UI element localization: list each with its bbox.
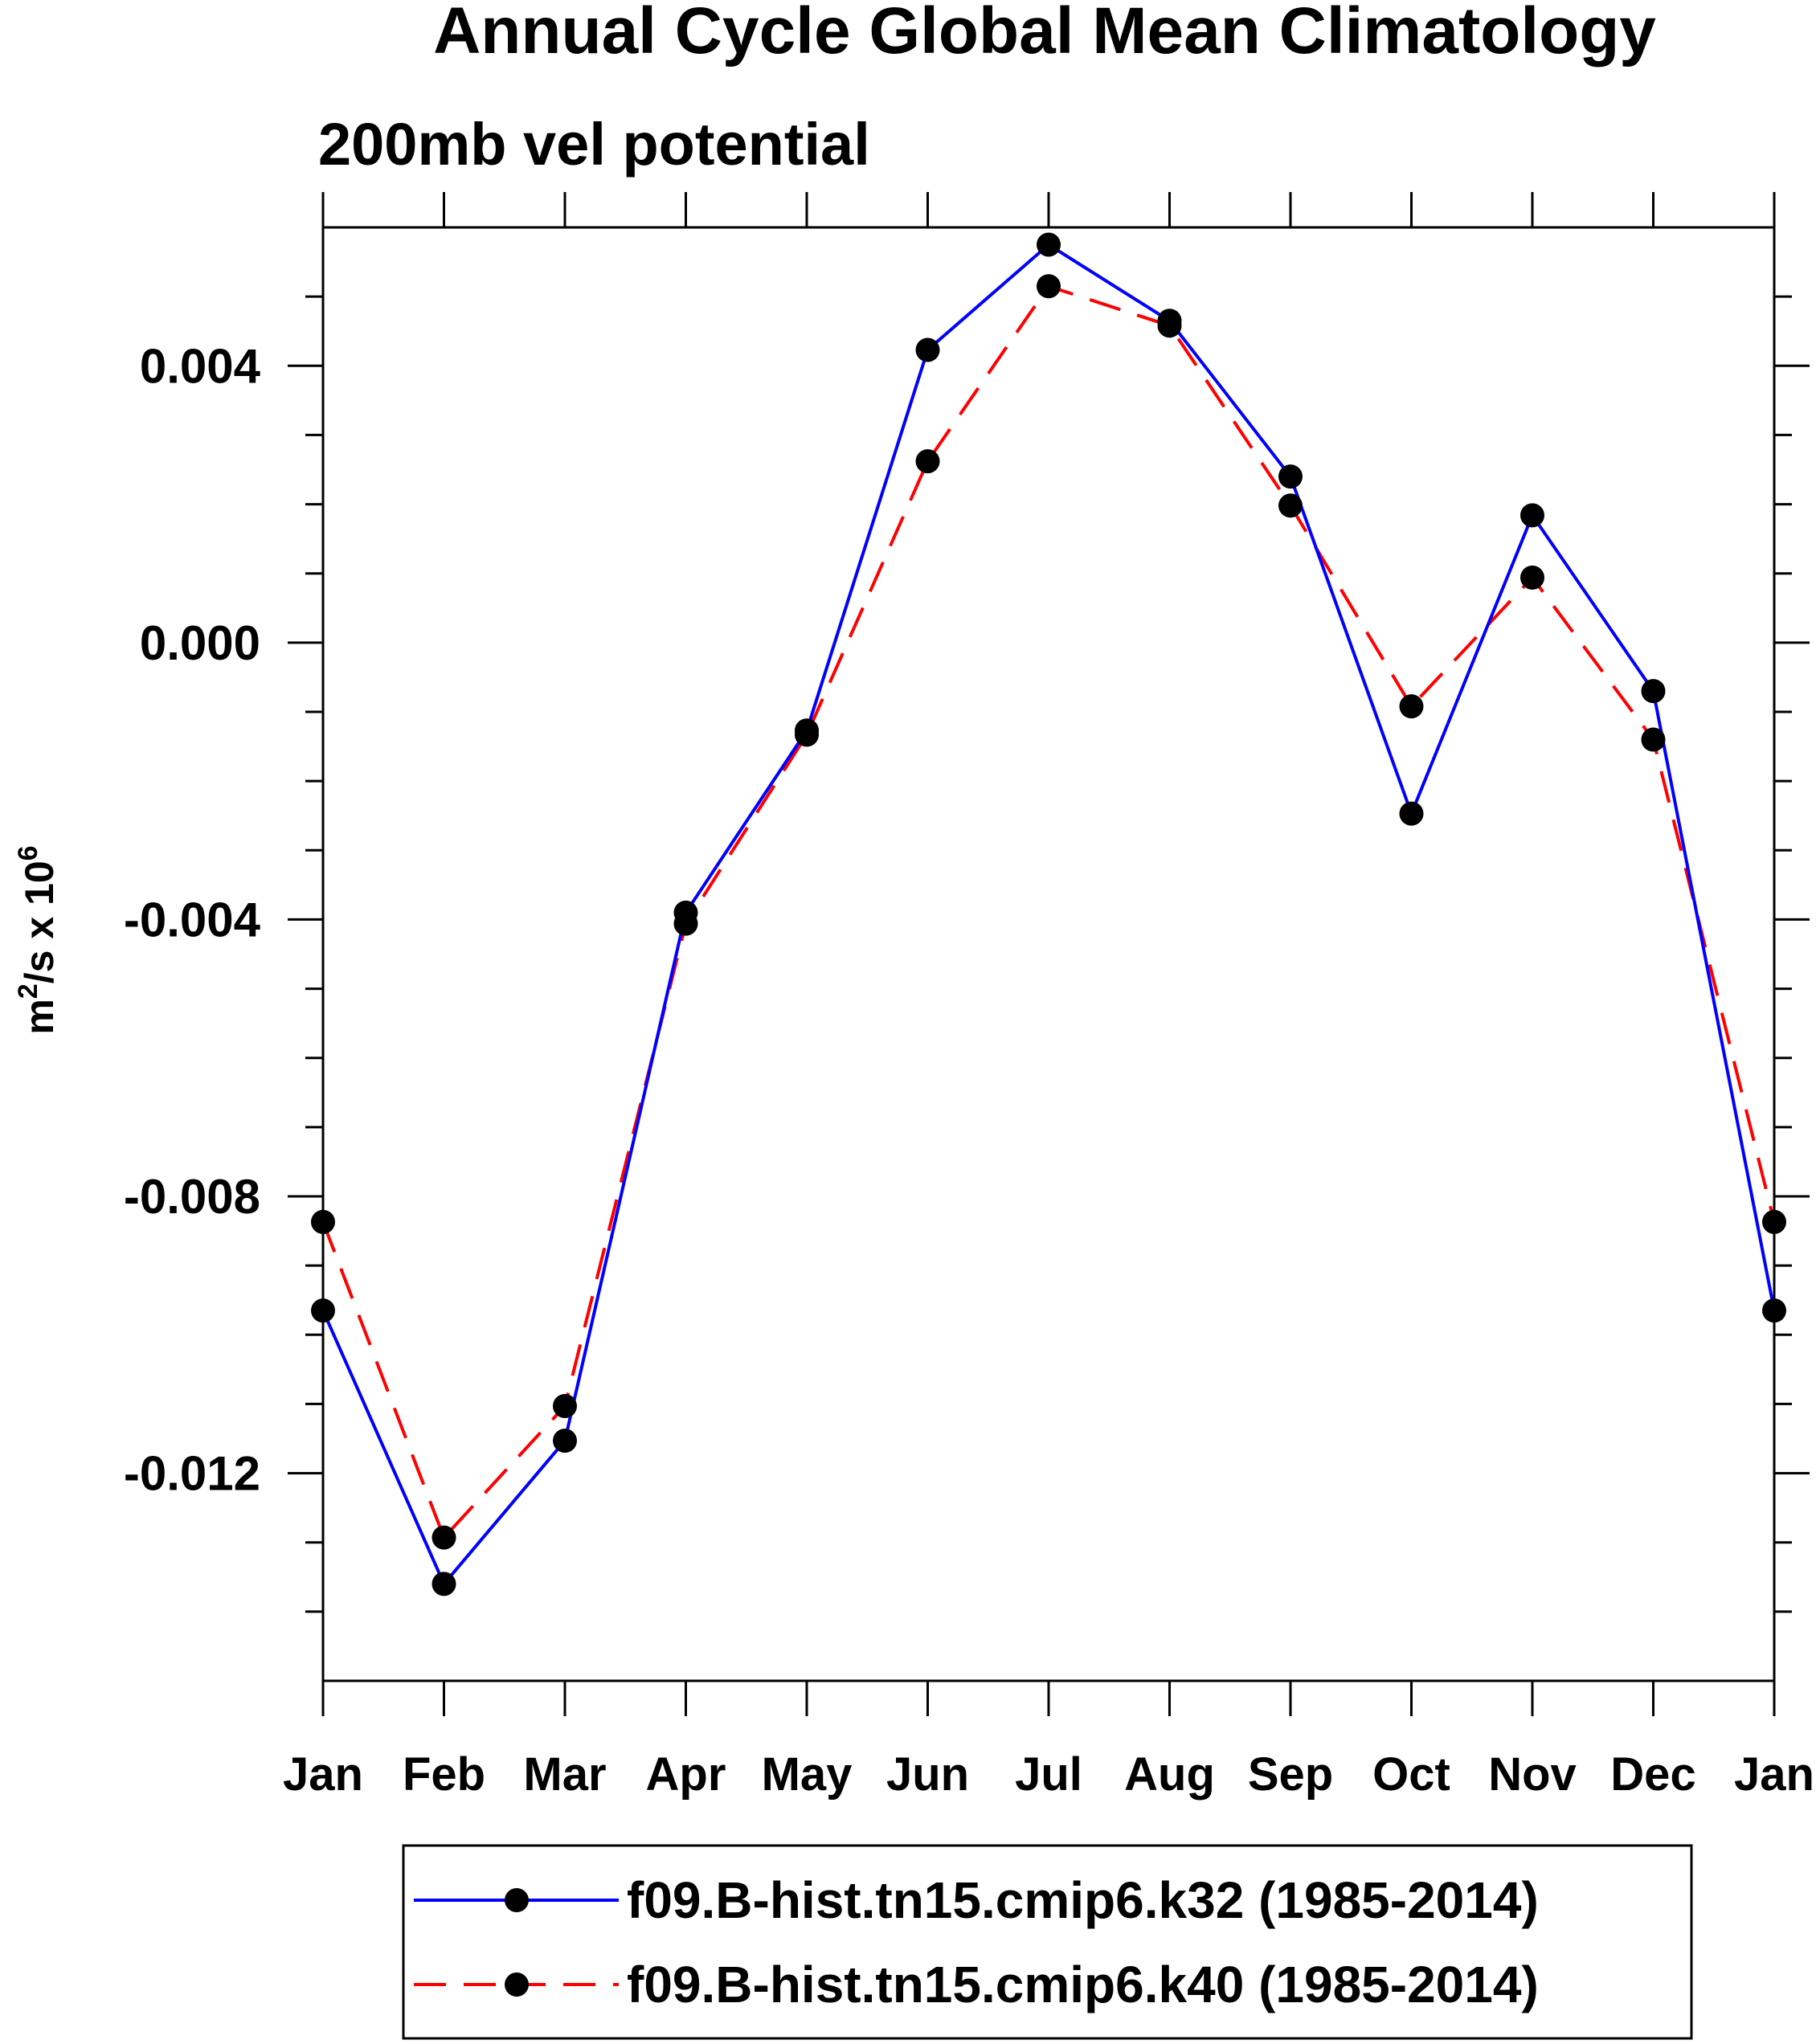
y-axis-label-base: m (17, 999, 62, 1034)
data-point-series-0 (1641, 679, 1666, 704)
series-lines (321, 243, 1776, 1586)
data-point-series-0 (1037, 232, 1061, 257)
plot-border (321, 226, 1776, 1682)
data-point-series-0 (915, 337, 940, 362)
legend-marker-k40 (505, 1972, 529, 1997)
legend-marker-k32 (505, 1888, 529, 1912)
x-tick-label: Jun (886, 1748, 969, 1801)
data-point-series-0 (1399, 801, 1424, 826)
data-point-series-0 (432, 1572, 456, 1596)
x-tick-label: Jan (283, 1748, 363, 1801)
data-point-series-1 (432, 1525, 456, 1550)
data-point-series-1 (1037, 274, 1061, 299)
x-tick-label: Nov (1488, 1748, 1577, 1801)
x-axis-tick-labels: Jan Feb Mar Apr May Jun Jul Aug Sep Oct Nov Dec Jan (283, 1748, 1814, 1801)
series-markers (311, 232, 1786, 1596)
data-point-series-0 (1520, 503, 1544, 528)
data-point-series-1 (553, 1394, 577, 1419)
data-point-series-1 (311, 1209, 335, 1234)
x-tick-label: May (762, 1748, 853, 1801)
x-tick-label: Apr (646, 1748, 726, 1801)
plot-frame (321, 226, 1776, 1682)
y-axis-label-exp2: 6 (13, 845, 43, 861)
y-tick-label: -0.012 (124, 1447, 260, 1501)
y-axis-tick-labels: 0.004 0.000 -0.004 -0.008 -0.012 (124, 339, 261, 1500)
data-point-series-1 (795, 722, 819, 747)
chart-subtitle: 200mb vel potential (318, 111, 870, 178)
data-point-series-0 (1278, 464, 1303, 489)
x-tick-label: Jul (1015, 1748, 1082, 1801)
data-point-series-1 (1157, 313, 1182, 338)
data-point-series-1 (1641, 727, 1666, 752)
y-tick-label: 0.000 (140, 616, 260, 670)
x-tick-label: Oct (1372, 1748, 1450, 1801)
legend-label-k40: f09.B-hist.tn15.cmip6.k40 (1985-2014) (627, 1956, 1539, 2013)
x-tick-label: Mar (523, 1748, 606, 1801)
data-point-series-0 (1762, 1298, 1786, 1323)
data-point-series-1 (1520, 565, 1544, 590)
data-point-series-1 (673, 911, 698, 936)
chart-title: Annual Cycle Global Mean Climatology (433, 0, 1656, 67)
series-line-0 (321, 243, 1776, 1586)
y-tick-label: -0.008 (124, 1170, 260, 1224)
data-point-series-0 (553, 1429, 577, 1453)
x-tick-label: Jan (1734, 1748, 1814, 1801)
legend-label-k32: f09.B-hist.tn15.cmip6.k32 (1985-2014) (627, 1871, 1539, 1929)
y-tick-label: 0.004 (140, 339, 261, 393)
x-tick-label: Feb (403, 1748, 485, 1801)
data-point-series-1 (915, 449, 940, 474)
data-point-series-1 (1399, 694, 1424, 719)
data-point-series-1 (1278, 493, 1303, 518)
y-axis-label-exp1: 2 (13, 983, 43, 999)
data-point-series-0 (311, 1298, 335, 1323)
axis-ticks (288, 192, 1810, 1716)
series-line-1 (321, 284, 1776, 1539)
x-tick-label: Dec (1610, 1748, 1695, 1801)
y-tick-label: -0.004 (124, 893, 261, 946)
data-point-series-1 (1762, 1209, 1786, 1234)
y-axis-label-mid: /s x 10 (17, 861, 62, 983)
legend-box (402, 1844, 1693, 2040)
legend: f09.B-hist.tn15.cmip6.k32 (1985-2014) f0… (402, 1844, 1693, 2040)
x-tick-label: Aug (1124, 1748, 1215, 1801)
y-axis-label: m2/s x 106 (13, 845, 62, 1034)
x-tick-label: Sep (1248, 1748, 1333, 1801)
